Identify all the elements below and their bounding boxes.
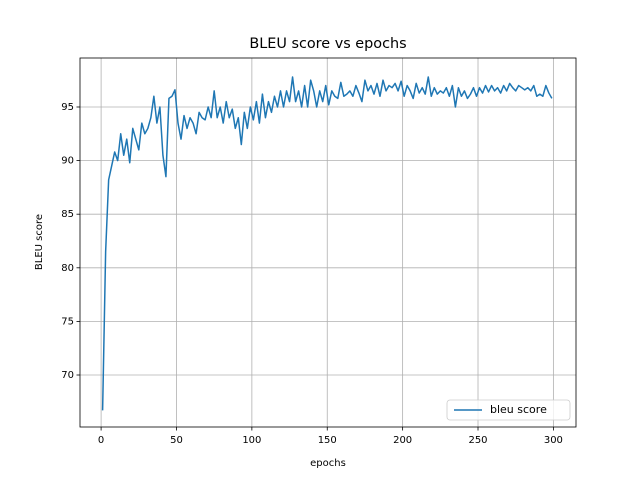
y-tick-label: 70 <box>61 370 74 381</box>
y-tick-label: 75 <box>61 316 74 327</box>
y-tick-label: 85 <box>61 209 74 220</box>
y-tick-label: 80 <box>61 263 74 274</box>
x-tick-label: 0 <box>98 435 104 446</box>
x-tick-label: 150 <box>318 435 337 446</box>
x-tick-label: 50 <box>170 435 183 446</box>
data-line <box>101 76 553 411</box>
x-tick-label: 200 <box>393 435 412 446</box>
x-tick-label: 100 <box>242 435 261 446</box>
chart-title: BLEU score vs epochs <box>249 36 406 52</box>
y-tick-label: 90 <box>61 156 74 167</box>
x-tick-label: 300 <box>544 435 563 446</box>
x-axis-label: epochs <box>310 458 346 469</box>
y-tick-label: 95 <box>61 102 74 113</box>
legend-box <box>446 399 571 421</box>
y-axis-label: BLEU score <box>34 214 45 270</box>
legend-label: bleu score <box>490 403 547 416</box>
x-tick-label: 250 <box>468 435 487 446</box>
axes-frame <box>79 57 577 428</box>
